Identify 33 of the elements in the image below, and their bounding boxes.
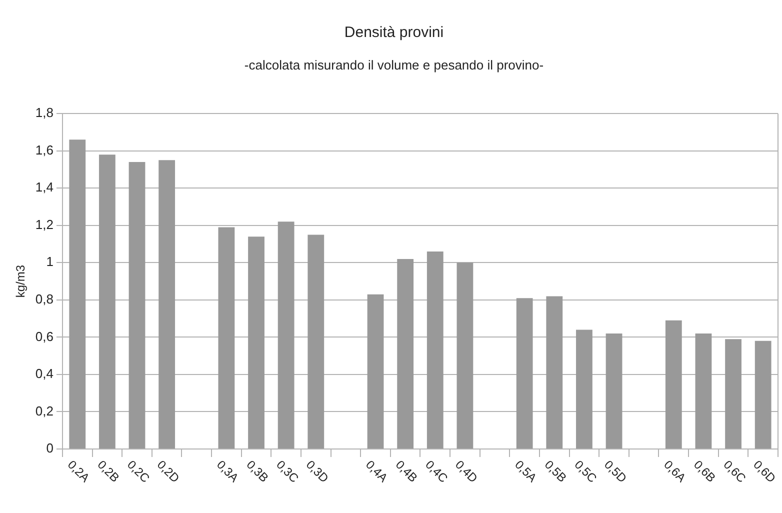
bar <box>278 222 294 448</box>
y-tick-label: 1,8 <box>35 105 54 120</box>
bar <box>218 227 235 448</box>
chart-title: Densità provini <box>344 24 444 42</box>
y-tick-label: 1,6 <box>35 142 54 158</box>
y-tick-label: 0,8 <box>35 292 54 307</box>
bar <box>69 140 86 448</box>
y-tick-label: 1,2 <box>35 216 54 232</box>
y-tick-label: 0,4 <box>35 366 54 382</box>
bar <box>456 262 474 448</box>
y-tick-label: 0 <box>46 440 54 456</box>
bar <box>576 330 592 448</box>
bar <box>98 154 116 448</box>
y-tick-label: 1 <box>46 254 54 270</box>
y-tick-label: 1,4 <box>35 180 54 195</box>
bar <box>754 340 772 448</box>
bar <box>248 236 264 448</box>
bar <box>606 333 622 448</box>
bar <box>128 162 146 448</box>
bar <box>158 160 176 448</box>
bar <box>426 251 444 448</box>
y-tick-label: 0,6 <box>35 328 54 344</box>
bar <box>308 234 324 448</box>
y-axis-title: kg/m3 <box>14 264 28 298</box>
bar <box>397 258 414 448</box>
bar <box>665 320 682 448</box>
bar <box>516 298 533 448</box>
bar <box>695 333 712 448</box>
bar <box>546 296 563 448</box>
bar <box>725 339 742 448</box>
bar <box>367 294 384 448</box>
chart-subtitle: -calcolata misurando il volume e pesando il provino- <box>244 57 544 72</box>
y-tick-label: 0,2 <box>35 403 54 418</box>
